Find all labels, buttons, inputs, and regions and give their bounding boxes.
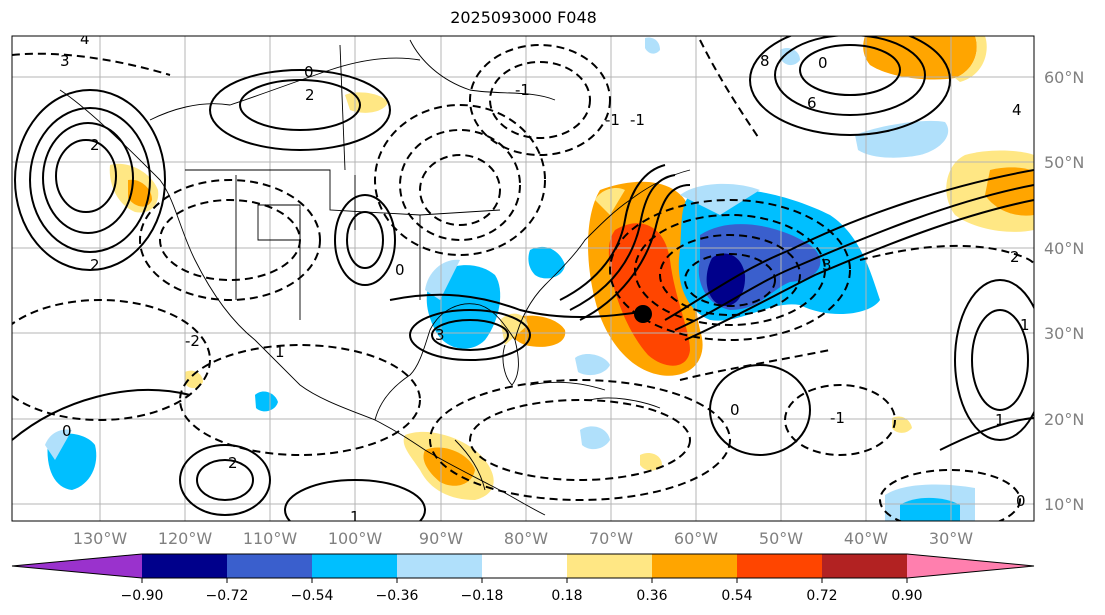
colorbar-segment (227, 554, 312, 578)
contour-label: 6 (807, 94, 817, 112)
contour-label: 1 (995, 411, 1005, 429)
lon-label: 70°W (589, 529, 633, 548)
contour-label: 0 (304, 63, 314, 81)
colorbar: −0.90 −0.72 −0.54 −0.36 −0.18 0.18 0.36 … (11, 553, 1035, 604)
contour-label: -1 (830, 409, 845, 427)
small-negative-2 (575, 354, 610, 376)
lon-label: 30°W (929, 529, 973, 548)
small-negative-5 (780, 48, 800, 66)
negative-anomaly-deep-core (706, 253, 746, 306)
contour-labels: 3 4 8 0 6 2 0 2 4 -1 0 -1 3 2 1 -1 3 0 2… (60, 30, 1030, 526)
small-positive-2 (185, 370, 203, 389)
colorbar-tick-label: 0.54 (721, 588, 752, 604)
contour-label: -2 (185, 332, 200, 350)
lat-label: 30°N (1044, 324, 1084, 343)
lon-label: 40°W (844, 529, 888, 548)
lat-label: 10°N (1044, 495, 1084, 514)
mid-atlantic-negative (855, 120, 949, 158)
east-coast-negative (528, 246, 565, 279)
contour-label: 2 (1010, 248, 1020, 266)
small-negative-3 (580, 426, 610, 450)
contour-label: -1 (605, 111, 620, 129)
small-positive-1 (345, 92, 388, 113)
contour-label: 1 (350, 508, 360, 526)
lon-label: 80°W (504, 529, 548, 548)
contour-label: 3 (60, 52, 70, 70)
colorbar-segment (142, 554, 227, 578)
contour-label: 1 (275, 343, 285, 361)
colorbar-tick-label: −0.72 (206, 588, 249, 604)
lon-label: 90°W (419, 529, 463, 548)
map-title: 2025093000 F048 (450, 8, 597, 27)
colorbar-segment (737, 554, 822, 578)
contour-label: -1 (630, 111, 645, 129)
small-negative-1 (255, 391, 278, 412)
lat-label: 50°N (1044, 153, 1084, 172)
colorbar-tick-label: −0.54 (291, 588, 334, 604)
coastlines (59, 39, 691, 516)
small-positive-4 (892, 416, 912, 433)
colorbar-tick-labels: −0.90 −0.72 −0.54 −0.36 −0.18 0.18 0.36 … (121, 588, 923, 604)
gulf-negative-anomaly-outer (425, 259, 460, 300)
tropical-pacific-negative-outer (45, 429, 72, 460)
map-border (11, 35, 1035, 522)
colorbar-tick-label: 0.36 (636, 588, 667, 604)
contour-label: 2 (228, 454, 238, 472)
lat-label: 60°N (1044, 68, 1084, 87)
contour-label: 2 (305, 86, 315, 104)
lon-label: 120°W (158, 529, 213, 548)
contour-label: 4 (1012, 101, 1022, 119)
colorbar-segment (482, 554, 567, 578)
colorbar-ticks (141, 578, 908, 583)
contour-label: 3 (435, 326, 445, 344)
contour-label: 0 (395, 261, 405, 279)
longitude-labels: 130°W 120°W 110°W 100°W 90°W 80°W 70°W 6… (73, 529, 973, 548)
cyclone-center-dot (634, 305, 652, 323)
positive-anomaly-edge (595, 188, 625, 215)
contour-label: 1 (1020, 316, 1030, 334)
contour-label: 0 (1016, 492, 1026, 510)
colorbar-segment (312, 554, 397, 578)
colorbar-segment (652, 554, 737, 578)
contour-label: 3 (822, 256, 832, 274)
solid-contours (12, 36, 1034, 521)
contour-label: 0 (818, 54, 828, 72)
lon-label: 100°W (328, 529, 383, 548)
lon-label: 50°W (759, 529, 803, 548)
colorbar-tick-label: 0.72 (806, 588, 837, 604)
contour-label: -1 (515, 81, 530, 99)
map-panel (12, 36, 1034, 521)
lat-label: 20°N (1044, 410, 1084, 429)
lon-label: 60°W (674, 529, 718, 548)
colorbar-tick-label: 0.90 (891, 588, 922, 604)
colorbar-tick-label: 0.18 (551, 588, 582, 604)
colorbar-high-extend (907, 554, 1034, 578)
contour-label: 2 (90, 136, 100, 154)
contour-label: 4 (80, 30, 90, 48)
colorbar-tick-label: −0.18 (461, 588, 504, 604)
latitude-labels: 60°N 50°N 40°N 30°N 20°N 10°N (1044, 68, 1084, 514)
colorbar-segment (567, 554, 652, 578)
lon-label: 110°W (243, 529, 298, 548)
contour-label: 2 (90, 256, 100, 274)
colorbar-tick-label: −0.36 (376, 588, 419, 604)
pacific-positive-core (128, 179, 152, 207)
dashed-contours (12, 39, 1034, 521)
contour-label: 0 (730, 401, 740, 419)
colorbar-low-extend (12, 554, 142, 578)
lat-label: 40°N (1044, 239, 1084, 258)
lon-label: 130°W (73, 529, 128, 548)
small-positive-3 (640, 453, 662, 471)
colorbar-segment (397, 554, 482, 578)
small-negative-4 (645, 37, 660, 54)
graticule (12, 36, 1034, 521)
colorbar-segment (822, 554, 907, 578)
colorbar-tick-label: −0.90 (121, 588, 164, 604)
contour-label: 8 (760, 52, 770, 70)
contour-label: 0 (62, 422, 72, 440)
